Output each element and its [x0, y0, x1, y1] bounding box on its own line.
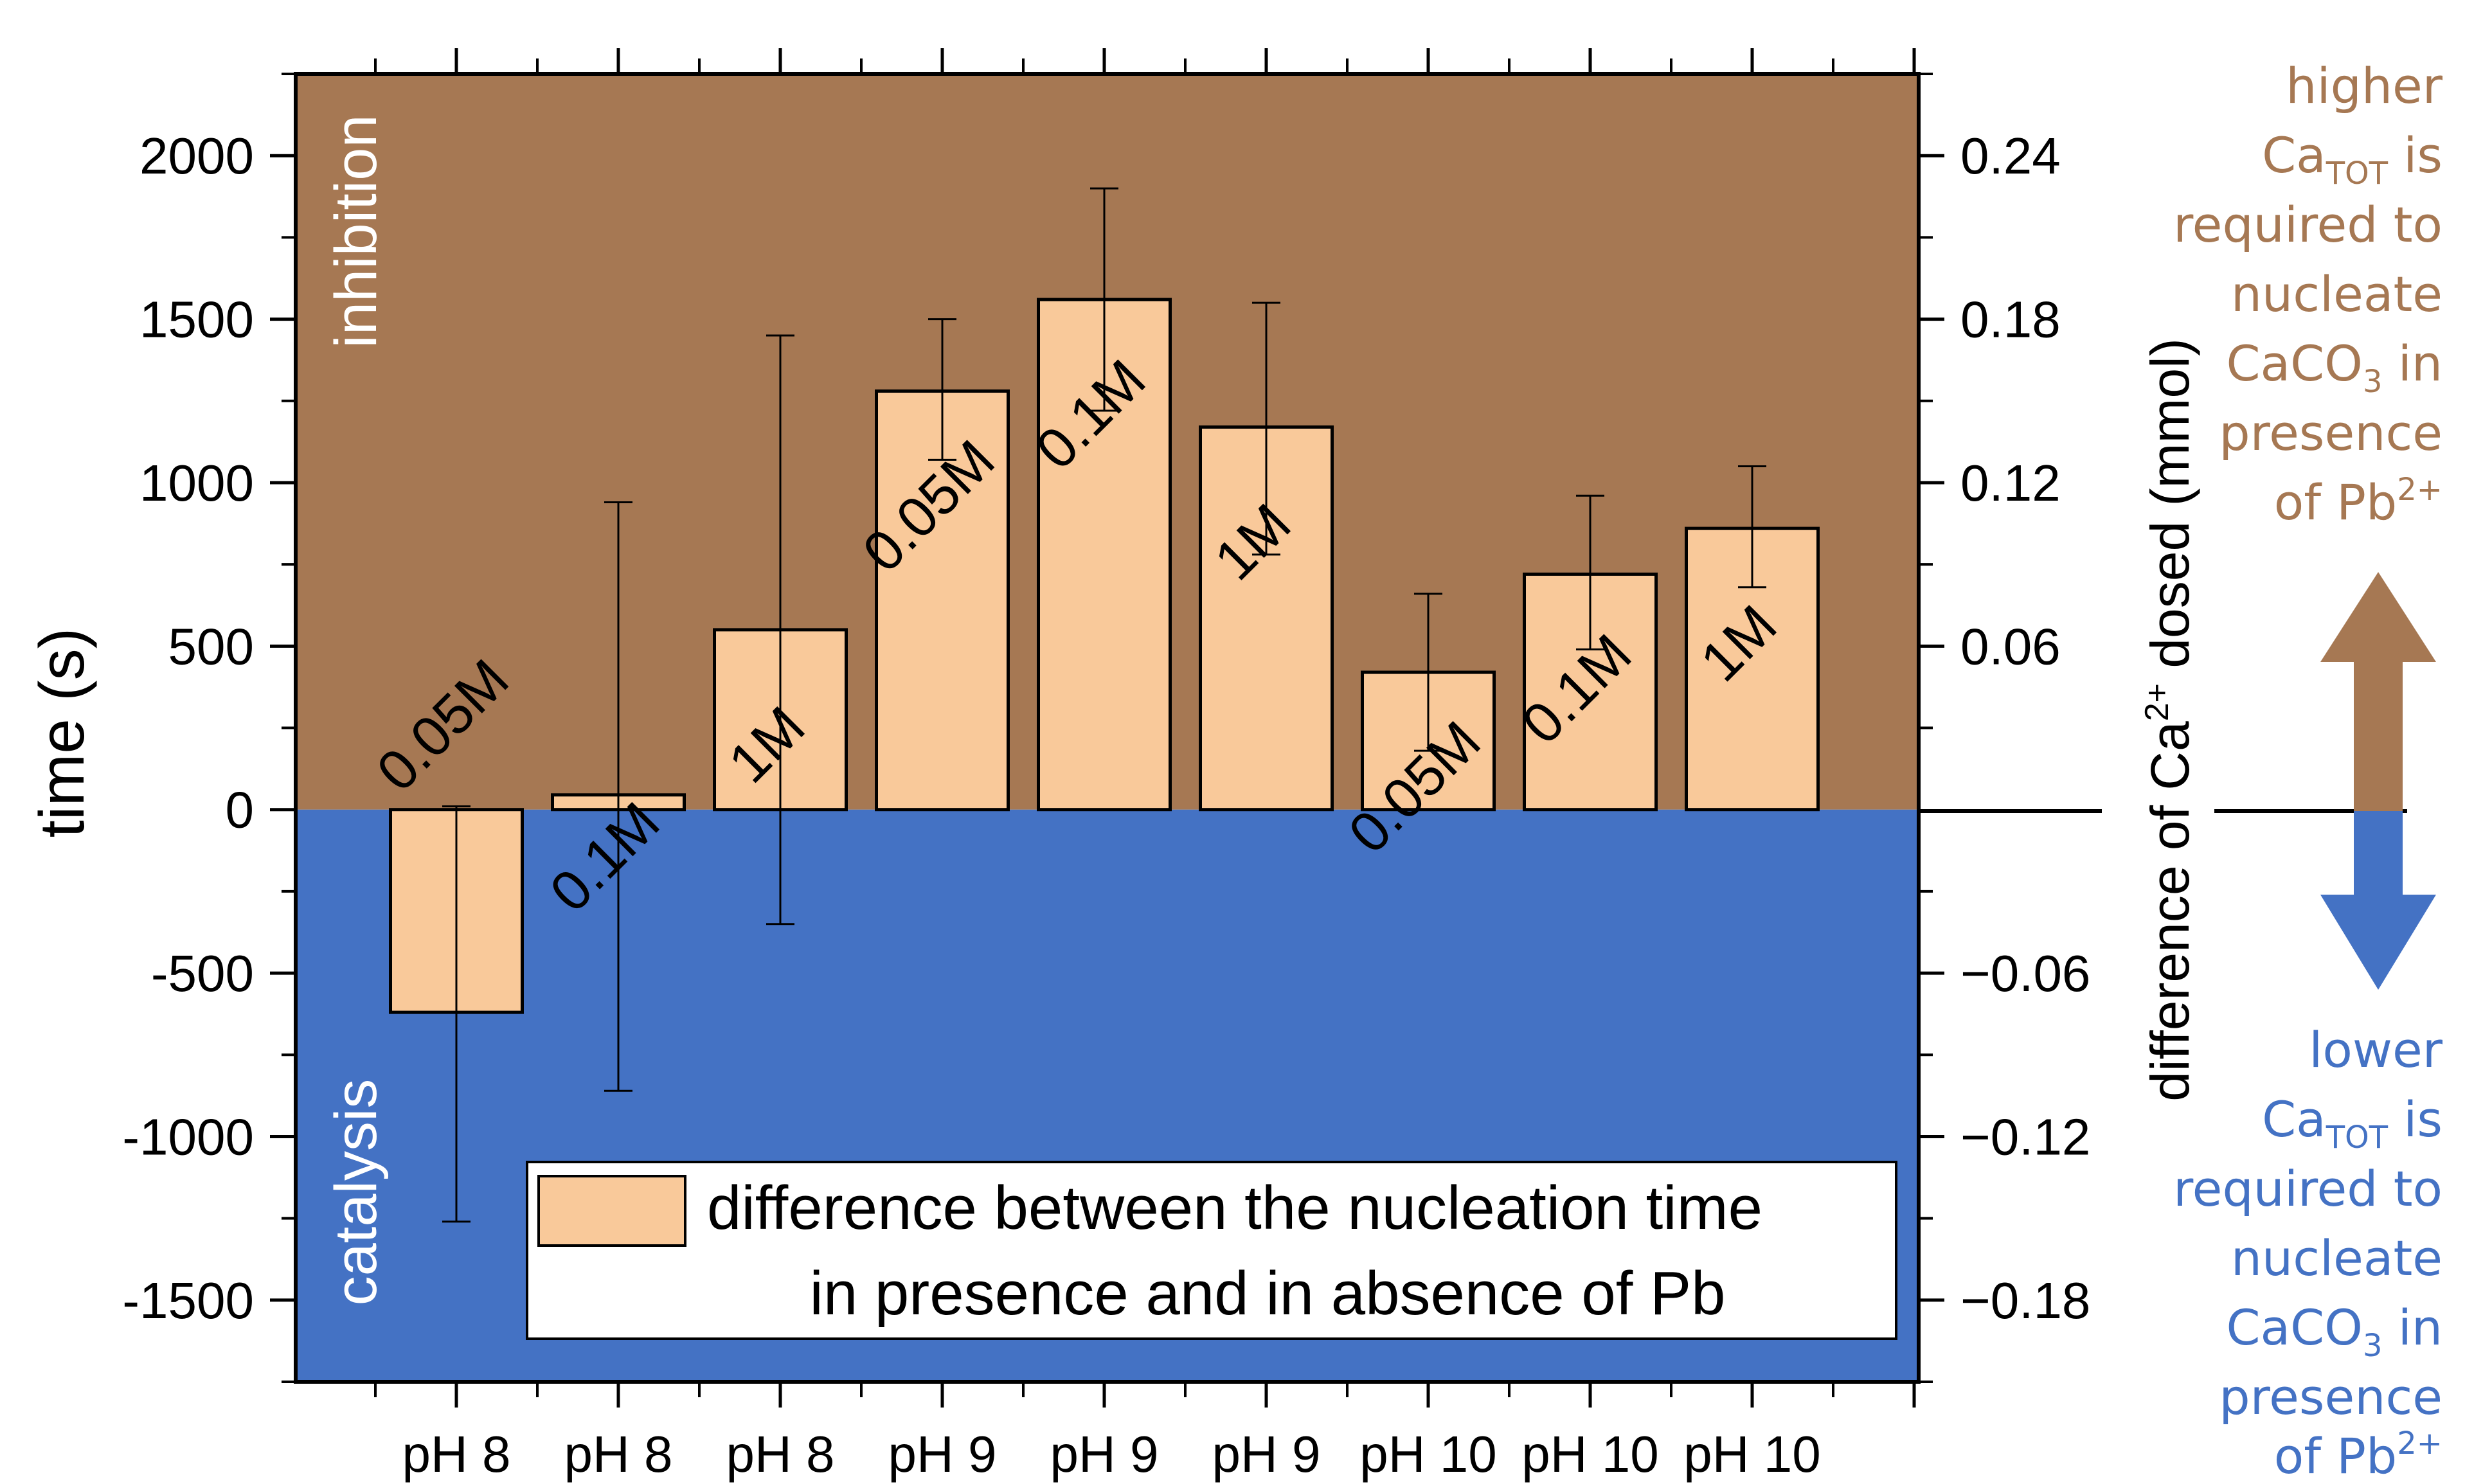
upper-note-line5: CaCO3 in	[2226, 335, 2443, 400]
x-tick-label: pH 10	[1359, 1426, 1496, 1483]
legend-swatch	[537, 1175, 686, 1247]
lower-note-line4: nucleate	[2231, 1229, 2443, 1287]
upper-note-line4: nucleate	[2231, 265, 2443, 323]
legend-label-line1: difference between the nucleation time	[707, 1174, 1762, 1242]
left-axis: 2000 1500 1000 500 0 -500 -1000 -1500	[122, 73, 296, 1383]
lower-note: lower CaTOT is required to nucleate CaCO…	[2173, 1021, 2443, 1484]
y2-tick-label: −0.06	[1960, 945, 2090, 1002]
y2-tick-label: 0.06	[1960, 618, 2061, 675]
x-tick-label: pH 9	[888, 1426, 997, 1483]
lower-note-line1: lower	[2309, 1021, 2443, 1078]
lower-note-line2: CaTOT is	[2262, 1091, 2443, 1156]
y2-tick-label: 0.18	[1960, 291, 2061, 348]
y-tick-label: 0	[226, 782, 255, 839]
upper-note-line1: higher	[2286, 57, 2443, 114]
inhibition-label: inhibition	[323, 114, 389, 348]
y2-axis-title: difference of Ca2+ dosed (mmol)	[2138, 338, 2200, 1102]
x-tick-label: pH 9	[1212, 1426, 1321, 1483]
bar	[875, 389, 1010, 812]
y2-tick-label: −0.18	[1960, 1272, 2090, 1329]
catalysis-label: catalysis	[323, 1079, 389, 1306]
y2-tick-label: 0.24	[1960, 127, 2061, 184]
legend-label-line2: in presence and in absence of Pb	[810, 1259, 1726, 1328]
y-axis-title: time (s)	[26, 628, 97, 838]
lower-note-line5: CaCO3 in	[2226, 1299, 2443, 1364]
y-tick-label: 1000	[139, 454, 254, 512]
lower-note-line3: required to	[2173, 1160, 2443, 1217]
x-tick-label: pH 9	[1050, 1426, 1159, 1483]
y-tick-label: 2000	[139, 127, 254, 184]
x-tick-label: pH 10	[1521, 1426, 1658, 1483]
x-tick-label: pH 8	[402, 1426, 511, 1483]
error-bars-group	[442, 187, 1766, 1223]
lower-note-line7: of Pb2+	[2274, 1426, 2443, 1484]
upper-note: higher CaTOT is required to nucleate CaC…	[2173, 57, 2443, 531]
x-tick-label: pH 10	[1683, 1426, 1820, 1483]
y-tick-label: -500	[151, 945, 254, 1002]
y-tick-label: -1500	[122, 1272, 254, 1329]
y2-tick-label: 0.12	[1960, 454, 2061, 512]
x-axis: pH 8 pH 8 pH 8 pH 9 pH 9 pH 9 pH 10 pH 10 pH 10	[374, 48, 1916, 1483]
up-arrow-icon	[2320, 572, 2436, 811]
y2-tick-label: −0.12	[1960, 1108, 2090, 1165]
y-tick-label: 500	[168, 618, 254, 675]
legend-box	[526, 1161, 1897, 1340]
legend: difference between the nucleation time i…	[526, 1161, 1897, 1340]
upper-note-line3: required to	[2173, 196, 2443, 253]
upper-note-line2: CaTOT is	[2262, 127, 2443, 192]
upper-note-line7: of Pb2+	[2274, 472, 2443, 531]
lower-note-line6: presence	[2219, 1368, 2443, 1426]
right-axis: 0.24 0.18 0.12 0.06 −0.06 −0.12 −0.18	[1919, 73, 2090, 1383]
y-tick-label: 1500	[139, 291, 254, 348]
down-arrow-icon	[2320, 811, 2436, 990]
upper-note-line6: presence	[2219, 404, 2443, 461]
y-tick-label: -1000	[122, 1108, 254, 1165]
x-tick-label: pH 8	[564, 1426, 673, 1483]
x-tick-label: pH 8	[726, 1426, 835, 1483]
